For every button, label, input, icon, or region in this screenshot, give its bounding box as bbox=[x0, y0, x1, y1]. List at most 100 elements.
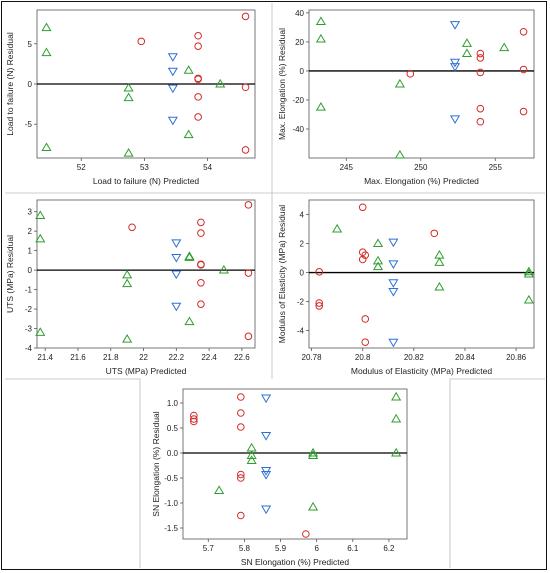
data-point-triangle-up bbox=[315, 102, 326, 111]
y-tick-label: -2 bbox=[25, 305, 33, 314]
x-tick-label: 21.8 bbox=[103, 353, 119, 362]
data-point-triangle-up bbox=[523, 294, 534, 304]
data-point-circle bbox=[315, 299, 324, 307]
residual-panel: 5.7 5.8 5.9 6 6.1 6.2 -1.5 -1.0 -0.5 0.0 0.5 1.0 SN … bbox=[151, 388, 408, 567]
data-point-triangle-down bbox=[261, 471, 272, 480]
x-tick-label: 53 bbox=[140, 163, 149, 172]
data-point-circle bbox=[197, 300, 205, 308]
data-point-circle bbox=[197, 229, 205, 237]
data-point-circle bbox=[194, 75, 202, 83]
x-tick-label: 5.8 bbox=[239, 544, 251, 553]
data-point-triangle-up bbox=[123, 147, 134, 157]
y-axis-label: Load to failure (N) Residual bbox=[5, 32, 15, 136]
y-tick-label: -2 bbox=[297, 298, 305, 307]
data-point-circle bbox=[519, 65, 528, 74]
y-tick-label: 40 bbox=[295, 9, 304, 18]
data-point-circle bbox=[194, 113, 202, 121]
data-point-circle bbox=[237, 409, 245, 417]
y-tick-label: 3 bbox=[28, 208, 33, 217]
data-point-circle bbox=[476, 49, 485, 58]
data-point-triangle-up bbox=[391, 413, 402, 423]
y-tick-label: 0 bbox=[28, 266, 33, 275]
residual-panel: 20.78 20.8 20.82 20.84 20.86 -4 -2 0 2 4 Modulus o… bbox=[277, 199, 535, 376]
data-point-triangle-up bbox=[35, 327, 46, 336]
data-point-triangle-down bbox=[449, 21, 461, 30]
data-point-triangle-up bbox=[246, 450, 257, 459]
y-tick-label: -1.0 bbox=[164, 499, 178, 508]
panel-separator bbox=[5, 378, 141, 568]
x-tick-label: 20.82 bbox=[404, 353, 425, 362]
data-point-circle bbox=[190, 415, 198, 423]
data-point-triangle-down bbox=[261, 505, 272, 515]
y-tick-label: 2 bbox=[300, 240, 305, 249]
data-point-triangle-up bbox=[246, 442, 257, 452]
data-point-circle bbox=[237, 423, 245, 431]
data-point-circle bbox=[476, 117, 485, 126]
x-axis-label: Max. Elongation (%) Predicted bbox=[364, 176, 479, 186]
data-point-circle bbox=[519, 27, 528, 36]
data-point-circle bbox=[361, 315, 370, 323]
x-axis-label: Modulus of Elasticity (MPa) Predicted bbox=[351, 366, 493, 376]
data-point-triangle-up bbox=[41, 22, 52, 32]
x-tick-label: 20.86 bbox=[506, 353, 527, 362]
y-axis-label: UTS (MPa) Residual bbox=[5, 235, 15, 313]
x-tick-label: 21.4 bbox=[37, 353, 53, 362]
plot-area-frame bbox=[36, 199, 256, 349]
data-point-triangle-up bbox=[122, 278, 133, 288]
y-tick-label: 0 bbox=[28, 80, 33, 89]
plot-area-frame bbox=[182, 388, 408, 540]
y-tick-label: -20 bbox=[292, 96, 304, 105]
y-tick-label: -0.5 bbox=[164, 474, 178, 483]
data-point-triangle-up bbox=[523, 268, 534, 278]
data-point-circle bbox=[244, 332, 253, 341]
y-tick-label: 1.0 bbox=[167, 399, 179, 408]
x-tick-label: 6.2 bbox=[383, 544, 395, 553]
x-tick-label: 255 bbox=[489, 163, 503, 172]
data-point-circle bbox=[430, 229, 439, 238]
data-point-triangle-down bbox=[261, 432, 272, 441]
data-point-circle bbox=[315, 302, 324, 310]
y-axis-label: Modulus of Elasticity (MPa) Residual bbox=[277, 205, 287, 344]
data-point-triangle-up bbox=[434, 257, 445, 266]
data-point-triangle-up bbox=[434, 249, 445, 259]
data-point-triangle-down bbox=[167, 116, 178, 126]
data-point-triangle-up bbox=[41, 47, 52, 57]
data-point-triangle-up bbox=[391, 391, 402, 401]
data-point-triangle-up bbox=[372, 261, 384, 271]
data-point-triangle-up bbox=[307, 447, 319, 457]
x-axis-label: Load to failure (N) Predicted bbox=[93, 176, 200, 186]
x-tick-label: 5.7 bbox=[203, 544, 215, 553]
data-point-triangle-up bbox=[184, 252, 195, 261]
data-point-triangle-down bbox=[449, 58, 461, 68]
data-point-triangle-up bbox=[41, 142, 52, 151]
data-point-circle bbox=[244, 269, 253, 277]
data-point-circle bbox=[237, 474, 245, 482]
data-point-triangle-down bbox=[388, 279, 399, 288]
data-point-circle bbox=[137, 37, 146, 46]
data-point-triangle-down bbox=[388, 238, 399, 248]
data-point-triangle-up bbox=[122, 269, 133, 279]
data-point-triangle-up bbox=[372, 238, 384, 247]
data-point-triangle-down bbox=[171, 254, 182, 263]
data-point-circle bbox=[302, 530, 310, 538]
data-point-triangle-up bbox=[218, 264, 229, 274]
residual-panel: 245 250 255 -40 -20 0 20 40 Max. Elongation (%) … bbox=[277, 9, 535, 186]
y-tick-label: 20 bbox=[295, 38, 304, 47]
data-point-circle bbox=[237, 470, 245, 479]
data-point-triangle-up bbox=[307, 501, 319, 511]
data-point-triangle-down bbox=[388, 338, 399, 348]
x-tick-label: 22.2 bbox=[169, 353, 185, 362]
x-tick-label: 6.1 bbox=[347, 544, 359, 553]
y-tick-label: 0 bbox=[300, 67, 305, 76]
x-tick-label: 54 bbox=[203, 163, 212, 172]
data-point-circle bbox=[476, 104, 485, 113]
data-point-triangle-up bbox=[315, 16, 326, 26]
data-point-triangle-down bbox=[171, 270, 182, 280]
data-point-triangle-up bbox=[246, 455, 257, 464]
data-point-triangle-down bbox=[449, 115, 461, 125]
data-point-circle bbox=[241, 12, 250, 21]
data-point-triangle-up bbox=[332, 223, 343, 233]
x-axis-label: UTS (MPa) Predicted bbox=[106, 366, 187, 376]
y-tick-label: 5 bbox=[28, 40, 33, 49]
y-tick-label: 0 bbox=[300, 269, 305, 278]
